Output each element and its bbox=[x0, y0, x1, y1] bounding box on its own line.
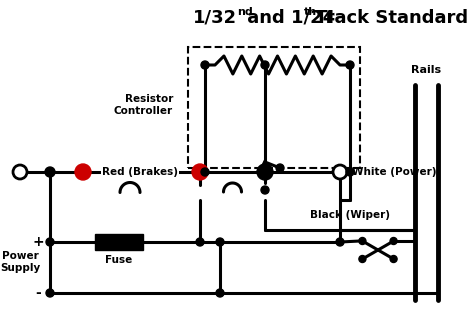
Text: Rails: Rails bbox=[411, 65, 442, 75]
Bar bbox=[95, 234, 143, 250]
Text: Fuse: Fuse bbox=[105, 255, 133, 265]
Text: -: - bbox=[35, 286, 41, 300]
Circle shape bbox=[257, 164, 273, 180]
Text: Red (Brakes): Red (Brakes) bbox=[102, 167, 178, 177]
Circle shape bbox=[216, 238, 224, 246]
Text: Black (Wiper): Black (Wiper) bbox=[310, 210, 390, 220]
Circle shape bbox=[46, 238, 54, 246]
Bar bbox=[188, 47, 360, 168]
Text: Power
Supply: Power Supply bbox=[0, 251, 40, 273]
Circle shape bbox=[390, 238, 397, 244]
Circle shape bbox=[192, 164, 208, 180]
Circle shape bbox=[261, 164, 269, 172]
Circle shape bbox=[276, 164, 284, 172]
Circle shape bbox=[216, 289, 224, 297]
Text: White (Power): White (Power) bbox=[352, 167, 437, 177]
Circle shape bbox=[261, 61, 269, 69]
Text: and 1/24: and 1/24 bbox=[241, 9, 335, 27]
Circle shape bbox=[201, 61, 209, 69]
Circle shape bbox=[46, 289, 54, 297]
Circle shape bbox=[261, 186, 269, 194]
Circle shape bbox=[390, 255, 397, 263]
Text: Resistor
Controller: Resistor Controller bbox=[114, 94, 173, 116]
Circle shape bbox=[196, 238, 204, 246]
Circle shape bbox=[336, 238, 344, 246]
Text: Track Standard Wiring: Track Standard Wiring bbox=[309, 9, 474, 27]
Text: 1/32: 1/32 bbox=[193, 9, 237, 27]
Circle shape bbox=[359, 255, 366, 263]
Text: th: th bbox=[304, 7, 317, 17]
Circle shape bbox=[346, 61, 354, 69]
Circle shape bbox=[45, 167, 55, 177]
Circle shape bbox=[201, 168, 209, 176]
Circle shape bbox=[359, 238, 366, 244]
Circle shape bbox=[75, 164, 91, 180]
Circle shape bbox=[13, 165, 27, 179]
Circle shape bbox=[333, 165, 347, 179]
Text: +: + bbox=[32, 235, 44, 249]
Text: nd: nd bbox=[237, 7, 253, 17]
Circle shape bbox=[346, 168, 354, 176]
